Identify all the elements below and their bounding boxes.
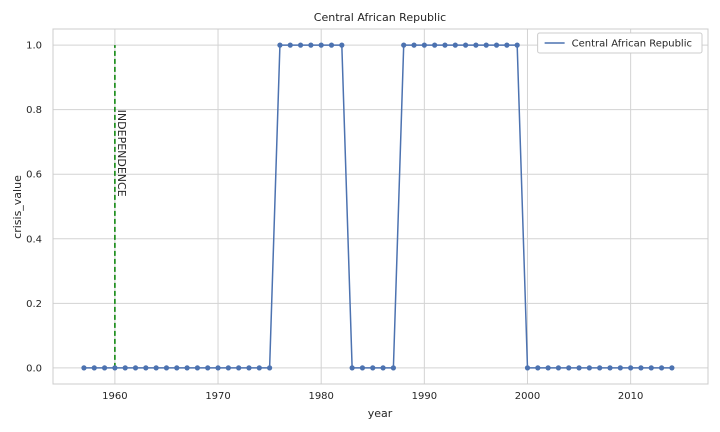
x-tick-label: 1980 (308, 391, 333, 402)
data-point (328, 42, 335, 48)
data-point (483, 42, 489, 48)
data-point (122, 365, 128, 371)
data-point (267, 365, 273, 371)
data-point (277, 42, 283, 48)
data-point (370, 365, 376, 371)
data-point (597, 365, 603, 371)
data-point (504, 42, 510, 48)
y-tick-label: 0.6 (26, 170, 42, 181)
x-tick-label: 1960 (102, 391, 127, 402)
data-point (153, 365, 159, 371)
data-point (308, 42, 314, 48)
data-point (390, 365, 396, 371)
plot-frame (52, 28, 709, 385)
data-point (349, 365, 355, 371)
data-point (359, 365, 366, 371)
x-axis-label: year (368, 407, 393, 420)
data-point (576, 365, 582, 371)
data-point (607, 365, 613, 371)
data-point (318, 42, 324, 48)
data-point (514, 42, 520, 48)
data-point (143, 365, 149, 371)
data-point (421, 42, 427, 48)
data-point (401, 42, 407, 48)
legend: Central African Republic (537, 32, 703, 54)
data-point (194, 365, 201, 371)
data-point (380, 365, 386, 371)
series-line (83, 44, 672, 369)
data-point (184, 365, 190, 371)
data-point (339, 42, 345, 48)
data-point (132, 365, 139, 371)
data-point (586, 365, 592, 371)
series-group (81, 42, 675, 371)
data-point (91, 365, 97, 371)
data-point (174, 365, 180, 371)
independence-annotation-label: INDEPENDENCE (115, 110, 128, 197)
data-point (555, 365, 562, 371)
y-tick-label: 0.2 (26, 299, 42, 310)
data-point (225, 365, 231, 371)
data-point (462, 42, 469, 48)
x-tick-label: 1990 (412, 391, 437, 402)
data-point (256, 365, 262, 371)
y-tick-label: 0.0 (26, 363, 42, 374)
x-tick-label: 1970 (205, 391, 230, 402)
data-point (215, 365, 221, 371)
data-point (101, 365, 108, 371)
annotations: INDEPENDENCE (114, 45, 128, 368)
data-point (81, 365, 87, 371)
data-point (452, 42, 458, 48)
data-point (473, 42, 479, 48)
chart-title: Central African Republic (314, 11, 446, 24)
y-axis-label: crisis_value (11, 175, 24, 239)
data-point (566, 365, 572, 371)
x-tick-labels: 1960 1970 1980 1990 2000 2010 (102, 391, 643, 402)
data-point (297, 42, 304, 48)
data-point (617, 365, 623, 371)
data-point (524, 365, 531, 371)
data-point (669, 365, 675, 371)
data-point (545, 365, 551, 371)
data-point (432, 42, 438, 48)
y-tick-label: 1.0 (26, 41, 42, 52)
data-point (205, 365, 211, 371)
data-point (246, 365, 252, 371)
data-point (112, 365, 118, 371)
data-point (493, 42, 500, 48)
legend-box (537, 32, 703, 54)
data-point (638, 365, 644, 371)
data-point (442, 42, 448, 48)
legend-label: Central African Republic (572, 39, 692, 50)
data-point (628, 365, 634, 371)
y-tick-label: 0.4 (26, 234, 42, 245)
data-point (648, 365, 654, 371)
data-point (535, 365, 541, 371)
data-point (658, 365, 665, 371)
data-point (236, 365, 242, 371)
data-point (163, 365, 170, 371)
x-tick-label: 2000 (515, 391, 540, 402)
y-tick-labels: 0.0 0.2 0.4 0.6 0.8 1.0 (26, 41, 42, 375)
y-tick-label: 0.8 (26, 105, 42, 116)
x-tick-label: 2010 (618, 391, 643, 402)
data-point (411, 42, 417, 48)
data-point (287, 42, 293, 48)
